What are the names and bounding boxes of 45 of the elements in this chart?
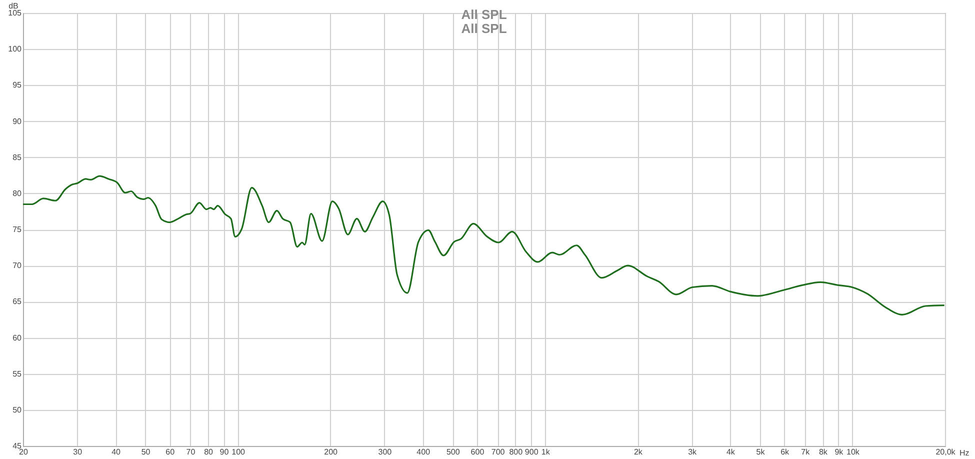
x-tick-label: 20,0k <box>936 448 956 456</box>
y-axis-title: dB <box>8 2 18 10</box>
x-tick-label: 3k <box>688 448 698 456</box>
y-tick-label: 50 <box>12 405 22 414</box>
x-tick-label: 800 <box>509 448 524 456</box>
x-tick-label: 1k <box>541 448 551 456</box>
x-tick-label: 4k <box>726 448 736 456</box>
y-tick-label: 105 <box>8 8 22 18</box>
x-tick-label: 700 <box>491 448 506 456</box>
x-tick-label: 50 <box>141 448 151 456</box>
y-tick-label: 55 <box>12 369 22 378</box>
x-tick-label: 7k <box>801 448 811 456</box>
text: All SPL <box>461 21 507 36</box>
x-tick-label: 60 <box>166 448 176 456</box>
chart-title: All SPL <box>461 7 507 22</box>
y-tick-label: 60 <box>12 333 22 342</box>
x-tick-label: 9k <box>834 448 844 456</box>
x-tick-label: 200 <box>324 448 338 456</box>
y-tick-label: 90 <box>12 116 22 126</box>
x-tick-label: 10k <box>846 448 860 456</box>
x-tick-label: 100 <box>232 448 246 456</box>
y-tick-label: 100 <box>8 44 22 54</box>
y-tick-label: 95 <box>12 80 22 90</box>
x-tick-label: 6k <box>780 448 790 456</box>
y-tick-label: 80 <box>12 188 22 198</box>
y-tick-label: 85 <box>12 152 22 162</box>
x-tick-label: 20 <box>19 448 28 456</box>
x-tick-label: 70 <box>186 448 196 456</box>
x-tick-label: 300 <box>378 448 392 456</box>
x-tick-label: 400 <box>416 448 431 456</box>
y-tick-label: 75 <box>12 225 22 234</box>
y-tick-label: 70 <box>12 261 22 270</box>
x-tick-label: 90 <box>220 448 230 456</box>
x-tick-label: 2k <box>634 448 644 456</box>
x-tick-label: 900 <box>524 448 539 456</box>
x-tick-label: 30 <box>73 448 83 456</box>
x-tick-label: 40 <box>112 448 122 456</box>
x-tick-label: 5k <box>756 448 766 456</box>
x-tick-label: 80 <box>204 448 214 456</box>
x-tick-label: 600 <box>470 448 485 456</box>
x-tick-label: 8k <box>818 448 828 456</box>
y-tick-label: 65 <box>12 297 22 306</box>
x-axis-title: Hz <box>960 448 970 458</box>
x-tick-label: 500 <box>446 448 460 456</box>
y-tick-label: 45 <box>12 442 22 450</box>
